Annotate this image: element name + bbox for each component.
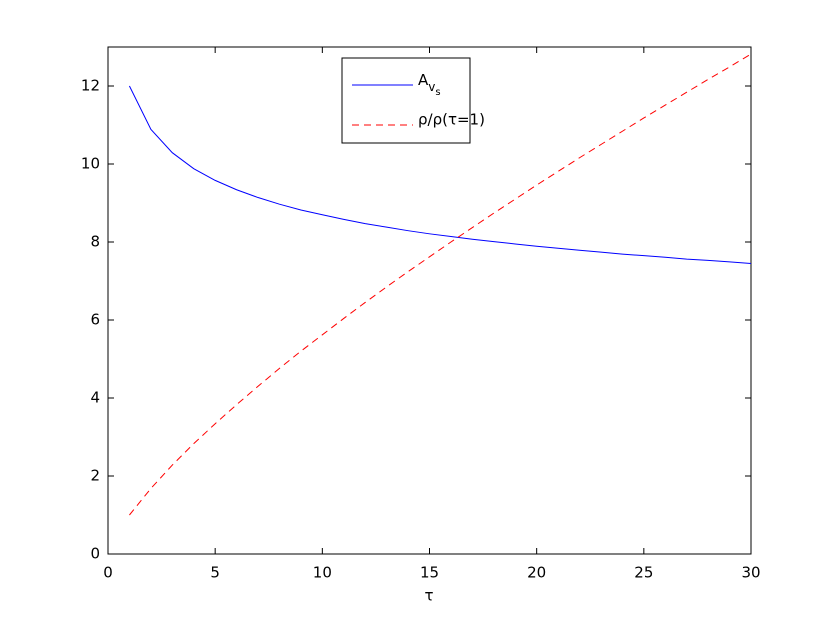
y-tick-label: 4: [90, 389, 100, 407]
x-tick-label: 5: [210, 564, 220, 582]
y-tick-label: 2: [90, 467, 100, 485]
legend: Avs ρ/ρ(τ=1): [341, 57, 485, 144]
x-tick-label: 25: [634, 564, 653, 582]
y-tick-label: 8: [90, 233, 100, 251]
legend-box: [341, 57, 471, 144]
legend-label: ρ/ρ(τ=1): [418, 111, 485, 129]
x-tick-label: 30: [741, 564, 760, 582]
x-tick-label: 0: [103, 564, 113, 582]
y-tick-label: 12: [81, 77, 100, 95]
legend-label: Avs: [418, 71, 441, 99]
x-tick-label: 10: [313, 564, 332, 582]
x-tick-label: 20: [527, 564, 546, 582]
y-tick-label: 10: [81, 155, 100, 173]
line-series: [129, 53, 752, 516]
x-axis-label: τ: [424, 587, 433, 605]
y-tick-label: 0: [90, 545, 100, 563]
line-series: [128, 85, 752, 264]
y-tick-label: 6: [90, 311, 100, 329]
x-tick-label: 15: [420, 564, 439, 582]
